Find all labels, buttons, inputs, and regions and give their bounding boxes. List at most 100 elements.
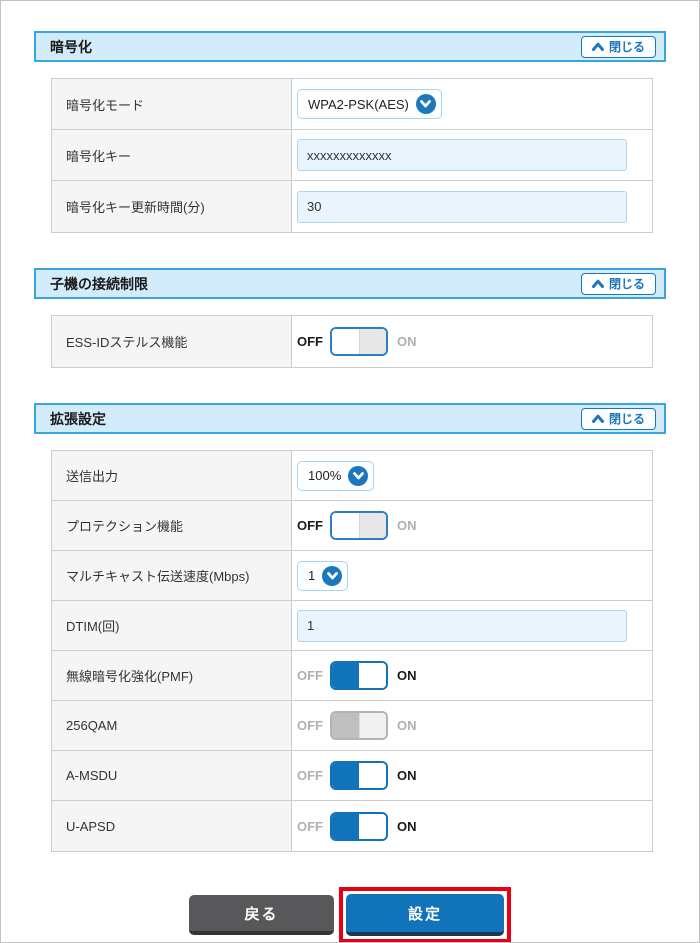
- row-label: A-MSDU: [52, 751, 292, 800]
- highlight-box: 設定: [339, 887, 511, 942]
- toggle-on-label: ON: [397, 668, 417, 683]
- row-value: 100%: [292, 451, 652, 500]
- table-row: 無線暗号化強化(PMF) OFF ON: [52, 651, 652, 701]
- row-value: 1: [292, 551, 652, 600]
- table-row: 暗号化キー: [52, 130, 652, 181]
- toggle-off-label: OFF: [297, 718, 323, 733]
- row-label: 256QAM: [52, 701, 292, 750]
- section-header: 拡張設定 閉じる: [34, 403, 666, 434]
- toggle-switch: [330, 711, 388, 740]
- toggle-track-right: [359, 763, 386, 788]
- section-title: 拡張設定: [50, 410, 106, 427]
- toggle-off-label: OFF: [297, 768, 323, 783]
- toggle-on-label: ON: [397, 818, 417, 834]
- row-label: マルチキャスト伝送速度(Mbps): [52, 551, 292, 600]
- text-input[interactable]: [297, 190, 627, 223]
- toggle-track-right: [358, 713, 386, 738]
- toggle-switch[interactable]: [330, 811, 388, 841]
- table-row: DTIM(回): [52, 601, 652, 651]
- toggle-off-label: OFF: [297, 818, 323, 834]
- toggle-switch[interactable]: [330, 761, 388, 790]
- selected-value: WPA2-PSK(AES): [308, 96, 409, 112]
- select-dropdown[interactable]: WPA2-PSK(AES): [297, 89, 442, 119]
- toggle-track-left: [332, 713, 359, 738]
- toggle-off-label: OFF: [297, 334, 323, 349]
- toggle-off-label: OFF: [297, 668, 323, 683]
- section-title: 暗号化: [50, 38, 92, 55]
- select-dropdown[interactable]: 100%: [297, 460, 375, 491]
- chevron-up-icon: [591, 42, 604, 51]
- chevron-down-icon: [415, 94, 436, 114]
- table-row: U-APSD OFF ON: [52, 801, 652, 851]
- footer-actions: 戻る 設定: [34, 887, 666, 942]
- close-button-label: 閉じる: [608, 277, 645, 291]
- toggle-switch[interactable]: [330, 327, 388, 356]
- chevron-up-icon: [591, 414, 604, 423]
- toggle-track-right: [359, 663, 386, 688]
- table-row: プロテクション機能 OFF ON: [52, 501, 652, 551]
- toggle-on-label: ON: [397, 518, 417, 533]
- section-header: 暗号化 閉じる: [34, 31, 666, 62]
- toggle-track-left: [332, 763, 359, 788]
- toggle-track-left: [332, 813, 359, 839]
- section-encryption: 暗号化 閉じる 暗号化モード WPA2-PSK(AES) 暗号化キー暗号化キー更新時…: [34, 31, 666, 233]
- row-value: OFF ON: [292, 701, 652, 750]
- close-section-button[interactable]: 閉じる: [580, 407, 656, 430]
- row-label: 暗号化キー: [52, 130, 292, 180]
- section-client-restriction: 子機の接続制限 閉じる ESS-IDステルス機能 OFF ON: [34, 268, 666, 368]
- row-label: U-APSD: [52, 801, 292, 851]
- close-button-label: 閉じる: [608, 412, 645, 426]
- row-value: OFF ON: [292, 801, 652, 851]
- table-row: マルチキャスト伝送速度(Mbps) 1: [52, 551, 652, 601]
- close-section-button[interactable]: 閉じる: [580, 35, 656, 58]
- toggle-switch[interactable]: [330, 661, 388, 690]
- section-advanced: 拡張設定 閉じる 送信出力 100% プロテクション機能 OFF ON マルチキャスト伝送…: [34, 403, 666, 852]
- encryption-settings-table: 暗号化モード WPA2-PSK(AES) 暗号化キー暗号化キー更新時間(分): [51, 78, 653, 233]
- row-value: WPA2-PSK(AES): [292, 79, 652, 129]
- row-label: 暗号化キー更新時間(分): [52, 181, 292, 232]
- table-row: 256QAM OFF ON: [52, 701, 652, 751]
- row-value: [292, 181, 652, 232]
- client-restriction-table: ESS-IDステルス機能 OFF ON: [51, 315, 653, 368]
- toggle-switch[interactable]: [330, 511, 388, 540]
- toggle-track-left: [332, 663, 359, 688]
- row-label: 送信出力: [52, 451, 292, 500]
- row-label: 暗号化モード: [52, 79, 292, 129]
- table-row: 送信出力 100%: [52, 451, 652, 501]
- select-dropdown[interactable]: 1: [297, 560, 349, 591]
- table-row: ESS-IDステルス機能 OFF ON: [52, 316, 652, 367]
- toggle-track-left: [332, 329, 360, 354]
- selected-value: 1: [308, 568, 316, 583]
- table-row: 暗号化キー更新時間(分): [52, 181, 652, 232]
- row-value: OFF ON: [292, 316, 652, 367]
- text-input[interactable]: [297, 609, 627, 642]
- chevron-up-icon: [591, 279, 604, 288]
- row-label: DTIM(回): [52, 601, 292, 650]
- toggle-on-label: ON: [397, 718, 417, 733]
- row-label: 無線暗号化強化(PMF): [52, 651, 292, 700]
- toggle-track-right: [359, 813, 386, 839]
- text-input[interactable]: [297, 139, 627, 171]
- close-section-button[interactable]: 閉じる: [580, 272, 656, 295]
- row-value: OFF ON: [292, 751, 652, 800]
- selected-value: 100%: [308, 468, 342, 483]
- table-row: A-MSDU OFF ON: [52, 751, 652, 801]
- row-value: [292, 130, 652, 180]
- toggle-off-label: OFF: [297, 518, 323, 533]
- row-label: プロテクション機能: [52, 501, 292, 550]
- row-value: OFF ON: [292, 651, 652, 700]
- toggle-track-right: [359, 513, 386, 538]
- row-value: [292, 601, 652, 650]
- chevron-down-icon: [322, 565, 343, 586]
- toggle-on-label: ON: [397, 768, 417, 783]
- back-button[interactable]: 戻る: [189, 895, 334, 935]
- row-label: ESS-IDステルス機能: [52, 316, 292, 367]
- apply-button[interactable]: 設定: [346, 894, 504, 936]
- chevron-down-icon: [348, 465, 369, 486]
- toggle-track-left: [332, 513, 360, 538]
- section-title: 子機の接続制限: [50, 275, 148, 292]
- close-button-label: 閉じる: [608, 40, 645, 54]
- toggle-track-right: [359, 329, 386, 354]
